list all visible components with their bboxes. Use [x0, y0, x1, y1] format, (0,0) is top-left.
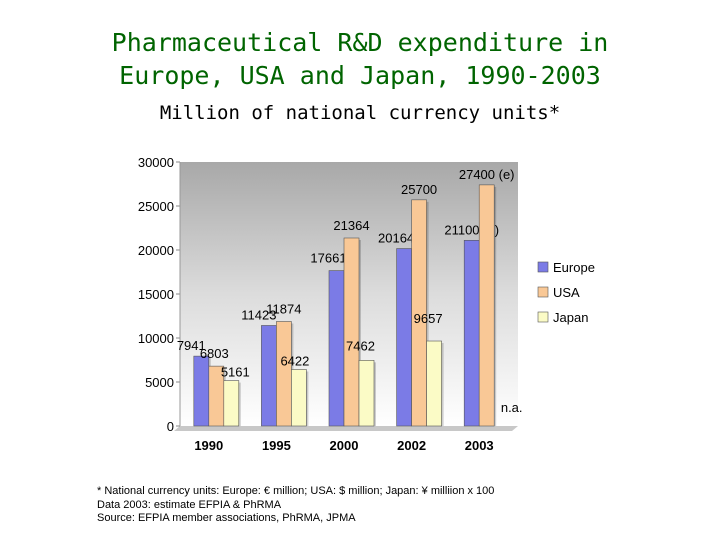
bar-chart: 0500010000150002000025000300007941114231…	[0, 0, 720, 540]
legend-swatch-europe	[538, 262, 548, 272]
data-label-usa-1995: 11874	[266, 302, 301, 317]
data-label-europe-2000: 17661	[310, 251, 346, 266]
data-label-japan-2000: 7462	[346, 338, 375, 353]
bar-europe-2003	[464, 240, 479, 426]
footnote-currency: * National currency units: Europe: € mil…	[97, 485, 494, 499]
data-label-japan-1995: 6422	[280, 353, 309, 368]
x-tick-label-1995: 1995	[262, 438, 291, 453]
x-tick-label-2000: 2000	[330, 438, 359, 453]
bar-shadow	[239, 383, 241, 426]
data-label-usa-2002: 25700	[401, 182, 437, 197]
y-tick-label: 30000	[138, 155, 174, 170]
data-label-europe-2002: 20164	[378, 231, 414, 246]
footnote-estimate: Data 2003: estimate EFPIA & PhRMA	[97, 499, 494, 513]
bar-shadow	[306, 371, 308, 426]
legend-label-japan: Japan	[553, 310, 588, 325]
data-label-usa-2000: 21364	[333, 218, 369, 233]
bar-shadow	[494, 187, 496, 426]
x-tick-label-1990: 1990	[194, 438, 223, 453]
footnote-source: Source: EFPIA member associations, PhRMA…	[97, 512, 494, 526]
bar-japan-1995	[291, 369, 306, 426]
legend-swatch-japan	[538, 312, 548, 322]
bar-europe-2000	[329, 271, 344, 426]
y-tick-label: 10000	[138, 331, 174, 346]
data-label-japan-2003: n.a.	[501, 400, 523, 415]
data-label-japan-2002: 9657	[414, 311, 443, 326]
y-tick-label: 0	[167, 419, 174, 434]
y-tick-label: 5000	[145, 375, 174, 390]
x-tick-label-2003: 2003	[465, 438, 494, 453]
bar-europe-2002	[397, 249, 412, 426]
bar-japan-1990	[224, 381, 239, 426]
bar-japan-2000	[359, 360, 374, 426]
bar-japan-2002	[427, 341, 442, 426]
bar-shadow	[374, 362, 376, 426]
bar-shadow	[442, 343, 444, 426]
y-tick-label: 15000	[138, 287, 174, 302]
bar-europe-1990	[194, 356, 209, 426]
footnotes: * National currency units: Europe: € mil…	[97, 485, 494, 526]
y-tick-label: 20000	[138, 243, 174, 258]
bar-europe-1995	[261, 325, 276, 426]
bar-usa-2003	[479, 185, 494, 426]
y-tick-label: 25000	[138, 199, 174, 214]
bar-usa-1995	[276, 322, 291, 426]
legend-swatch-usa	[538, 287, 548, 297]
legend-label-usa: USA	[553, 285, 580, 300]
bar-usa-2000	[344, 238, 359, 426]
plot-floor	[174, 426, 518, 431]
data-label-japan-1990: 5161	[221, 365, 250, 380]
legend-label-europe: Europe	[553, 260, 595, 275]
data-label-usa-2003: 27400 (e)	[459, 167, 515, 182]
x-tick-label-2002: 2002	[397, 438, 426, 453]
data-label-usa-1990: 6803	[200, 346, 229, 361]
